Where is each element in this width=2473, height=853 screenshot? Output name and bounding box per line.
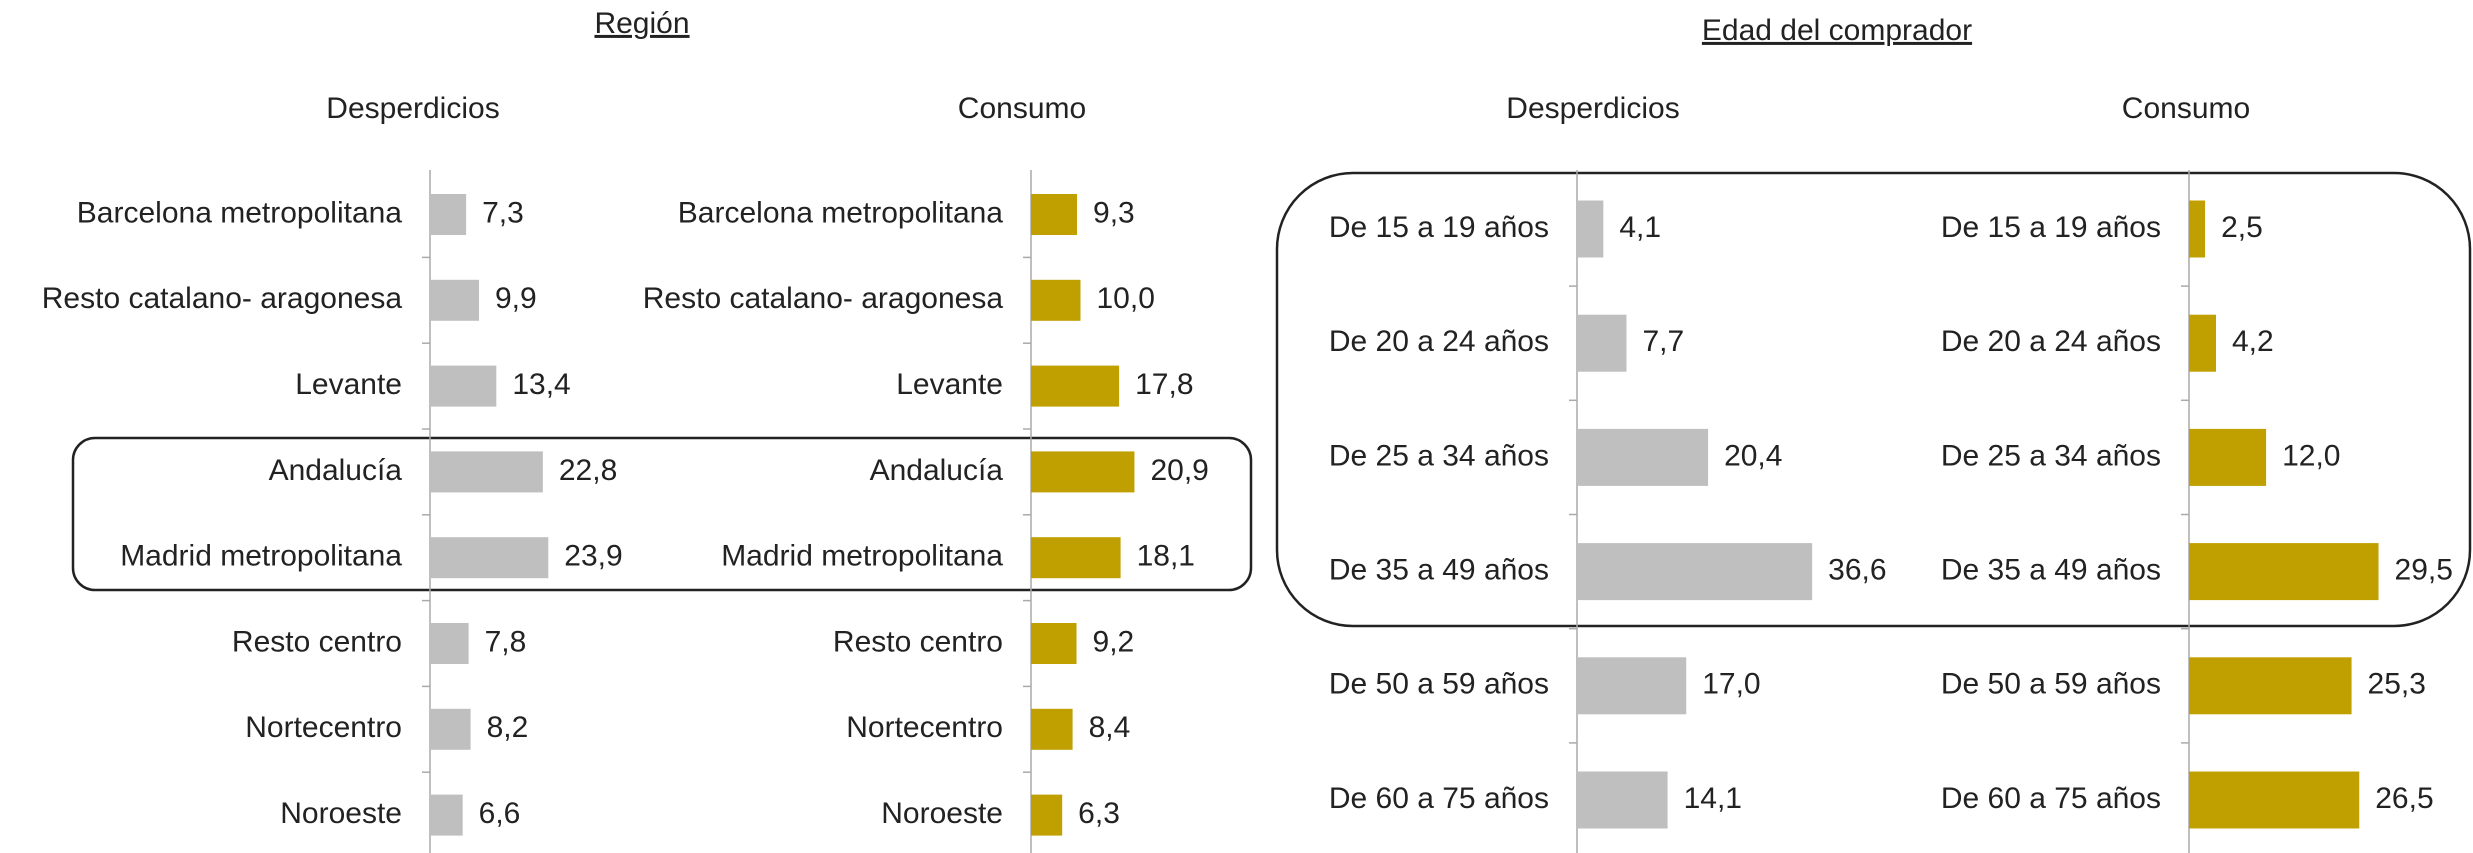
bar	[430, 537, 549, 579]
bar	[430, 365, 497, 407]
value-label: 4,2	[2232, 325, 2274, 358]
category-label: Resto catalano- aragonesa	[643, 282, 1004, 315]
value-label: 10,0	[1097, 282, 1155, 315]
category-label: Noroeste	[881, 797, 1003, 830]
value-label: 23,9	[564, 540, 622, 573]
bar	[2189, 200, 2206, 258]
value-label: 7,8	[485, 625, 527, 658]
bar	[1031, 623, 1077, 664]
category-label: De 25 a 34 años	[1941, 439, 2161, 472]
bar	[2189, 428, 2267, 486]
bar	[1031, 708, 1073, 750]
category-label: De 20 a 24 años	[1941, 325, 2161, 358]
bar	[430, 794, 463, 836]
category-label: De 50 a 59 años	[1329, 668, 1549, 701]
category-label: Levante	[295, 368, 402, 401]
category-label: Nortecentro	[245, 711, 402, 744]
bar	[2189, 314, 2216, 372]
panel-title: Consumo	[958, 92, 1086, 125]
value-label: 20,9	[1150, 454, 1208, 487]
bar	[430, 194, 467, 235]
panel-title: Desperdicios	[326, 92, 499, 125]
category-label: Levante	[896, 368, 1003, 401]
category-label: Madrid metropolitana	[120, 540, 402, 573]
category-label: Resto catalano- aragonesa	[42, 282, 403, 315]
value-label: 8,4	[1089, 711, 1131, 744]
value-label: 12,0	[2282, 439, 2340, 472]
section-heading: Edad del comprador	[1702, 14, 1972, 47]
category-label: De 15 a 19 años	[1329, 211, 1549, 244]
value-label: 13,4	[512, 368, 570, 401]
value-label: 25,3	[2368, 668, 2426, 701]
highlight-box	[1275, 171, 2472, 628]
bar	[2189, 657, 2352, 715]
bar	[430, 451, 543, 493]
value-label: 36,6	[1828, 554, 1886, 587]
value-label: 8,2	[487, 711, 529, 744]
bar	[1577, 771, 1668, 829]
value-label: 6,6	[479, 797, 521, 830]
category-label: Madrid metropolitana	[721, 540, 1003, 573]
category-label: Barcelona metropolitana	[678, 196, 1004, 229]
bar	[430, 279, 480, 321]
bar	[2189, 543, 2379, 601]
section-heading: Región	[594, 7, 689, 40]
category-label: De 35 a 49 años	[1941, 554, 2161, 587]
value-label: 17,0	[1702, 668, 1760, 701]
value-label: 22,8	[559, 454, 617, 487]
value-label: 7,3	[482, 196, 524, 229]
bar	[1577, 428, 1709, 486]
value-label: 6,3	[1078, 797, 1120, 830]
category-label: De 50 a 59 años	[1941, 668, 2161, 701]
bar	[1577, 200, 1604, 258]
category-label: Barcelona metropolitana	[77, 196, 403, 229]
category-label: De 25 a 34 años	[1329, 439, 1549, 472]
category-label: Andalucía	[870, 454, 1004, 487]
bar	[1031, 365, 1120, 407]
category-label: De 35 a 49 años	[1329, 554, 1549, 587]
value-label: 9,3	[1093, 196, 1135, 229]
bar	[1577, 314, 1627, 372]
value-label: 7,7	[1642, 325, 1684, 358]
category-label: Noroeste	[280, 797, 402, 830]
value-label: 17,8	[1135, 368, 1193, 401]
bar	[1577, 657, 1687, 715]
panel-title: Desperdicios	[1506, 92, 1679, 125]
category-label: Resto centro	[833, 625, 1003, 658]
highlight-box	[71, 436, 1253, 592]
value-label: 18,1	[1137, 540, 1195, 573]
bar	[1031, 451, 1135, 493]
value-label: 9,2	[1093, 625, 1135, 658]
value-label: 2,5	[2221, 211, 2263, 244]
category-label: De 15 a 19 años	[1941, 211, 2161, 244]
category-label: De 60 a 75 años	[1941, 782, 2161, 815]
bar	[1031, 794, 1063, 836]
category-label: De 20 a 24 años	[1329, 325, 1549, 358]
bar	[1031, 194, 1078, 235]
category-label: Resto centro	[232, 625, 402, 658]
value-label: 9,9	[495, 282, 537, 315]
panel-title: Consumo	[2122, 92, 2250, 125]
category-label: Nortecentro	[846, 711, 1003, 744]
value-label: 29,5	[2395, 554, 2453, 587]
value-label: 14,1	[1684, 782, 1742, 815]
bar	[1031, 279, 1081, 321]
category-label: Andalucía	[269, 454, 403, 487]
value-label: 26,5	[2375, 782, 2433, 815]
bar	[1577, 543, 1813, 601]
bar	[430, 708, 471, 750]
value-label: 20,4	[1724, 439, 1782, 472]
bar	[2189, 771, 2360, 829]
bar	[1031, 537, 1121, 579]
bar	[430, 623, 469, 664]
category-label: De 60 a 75 años	[1329, 782, 1549, 815]
value-label: 4,1	[1619, 211, 1661, 244]
